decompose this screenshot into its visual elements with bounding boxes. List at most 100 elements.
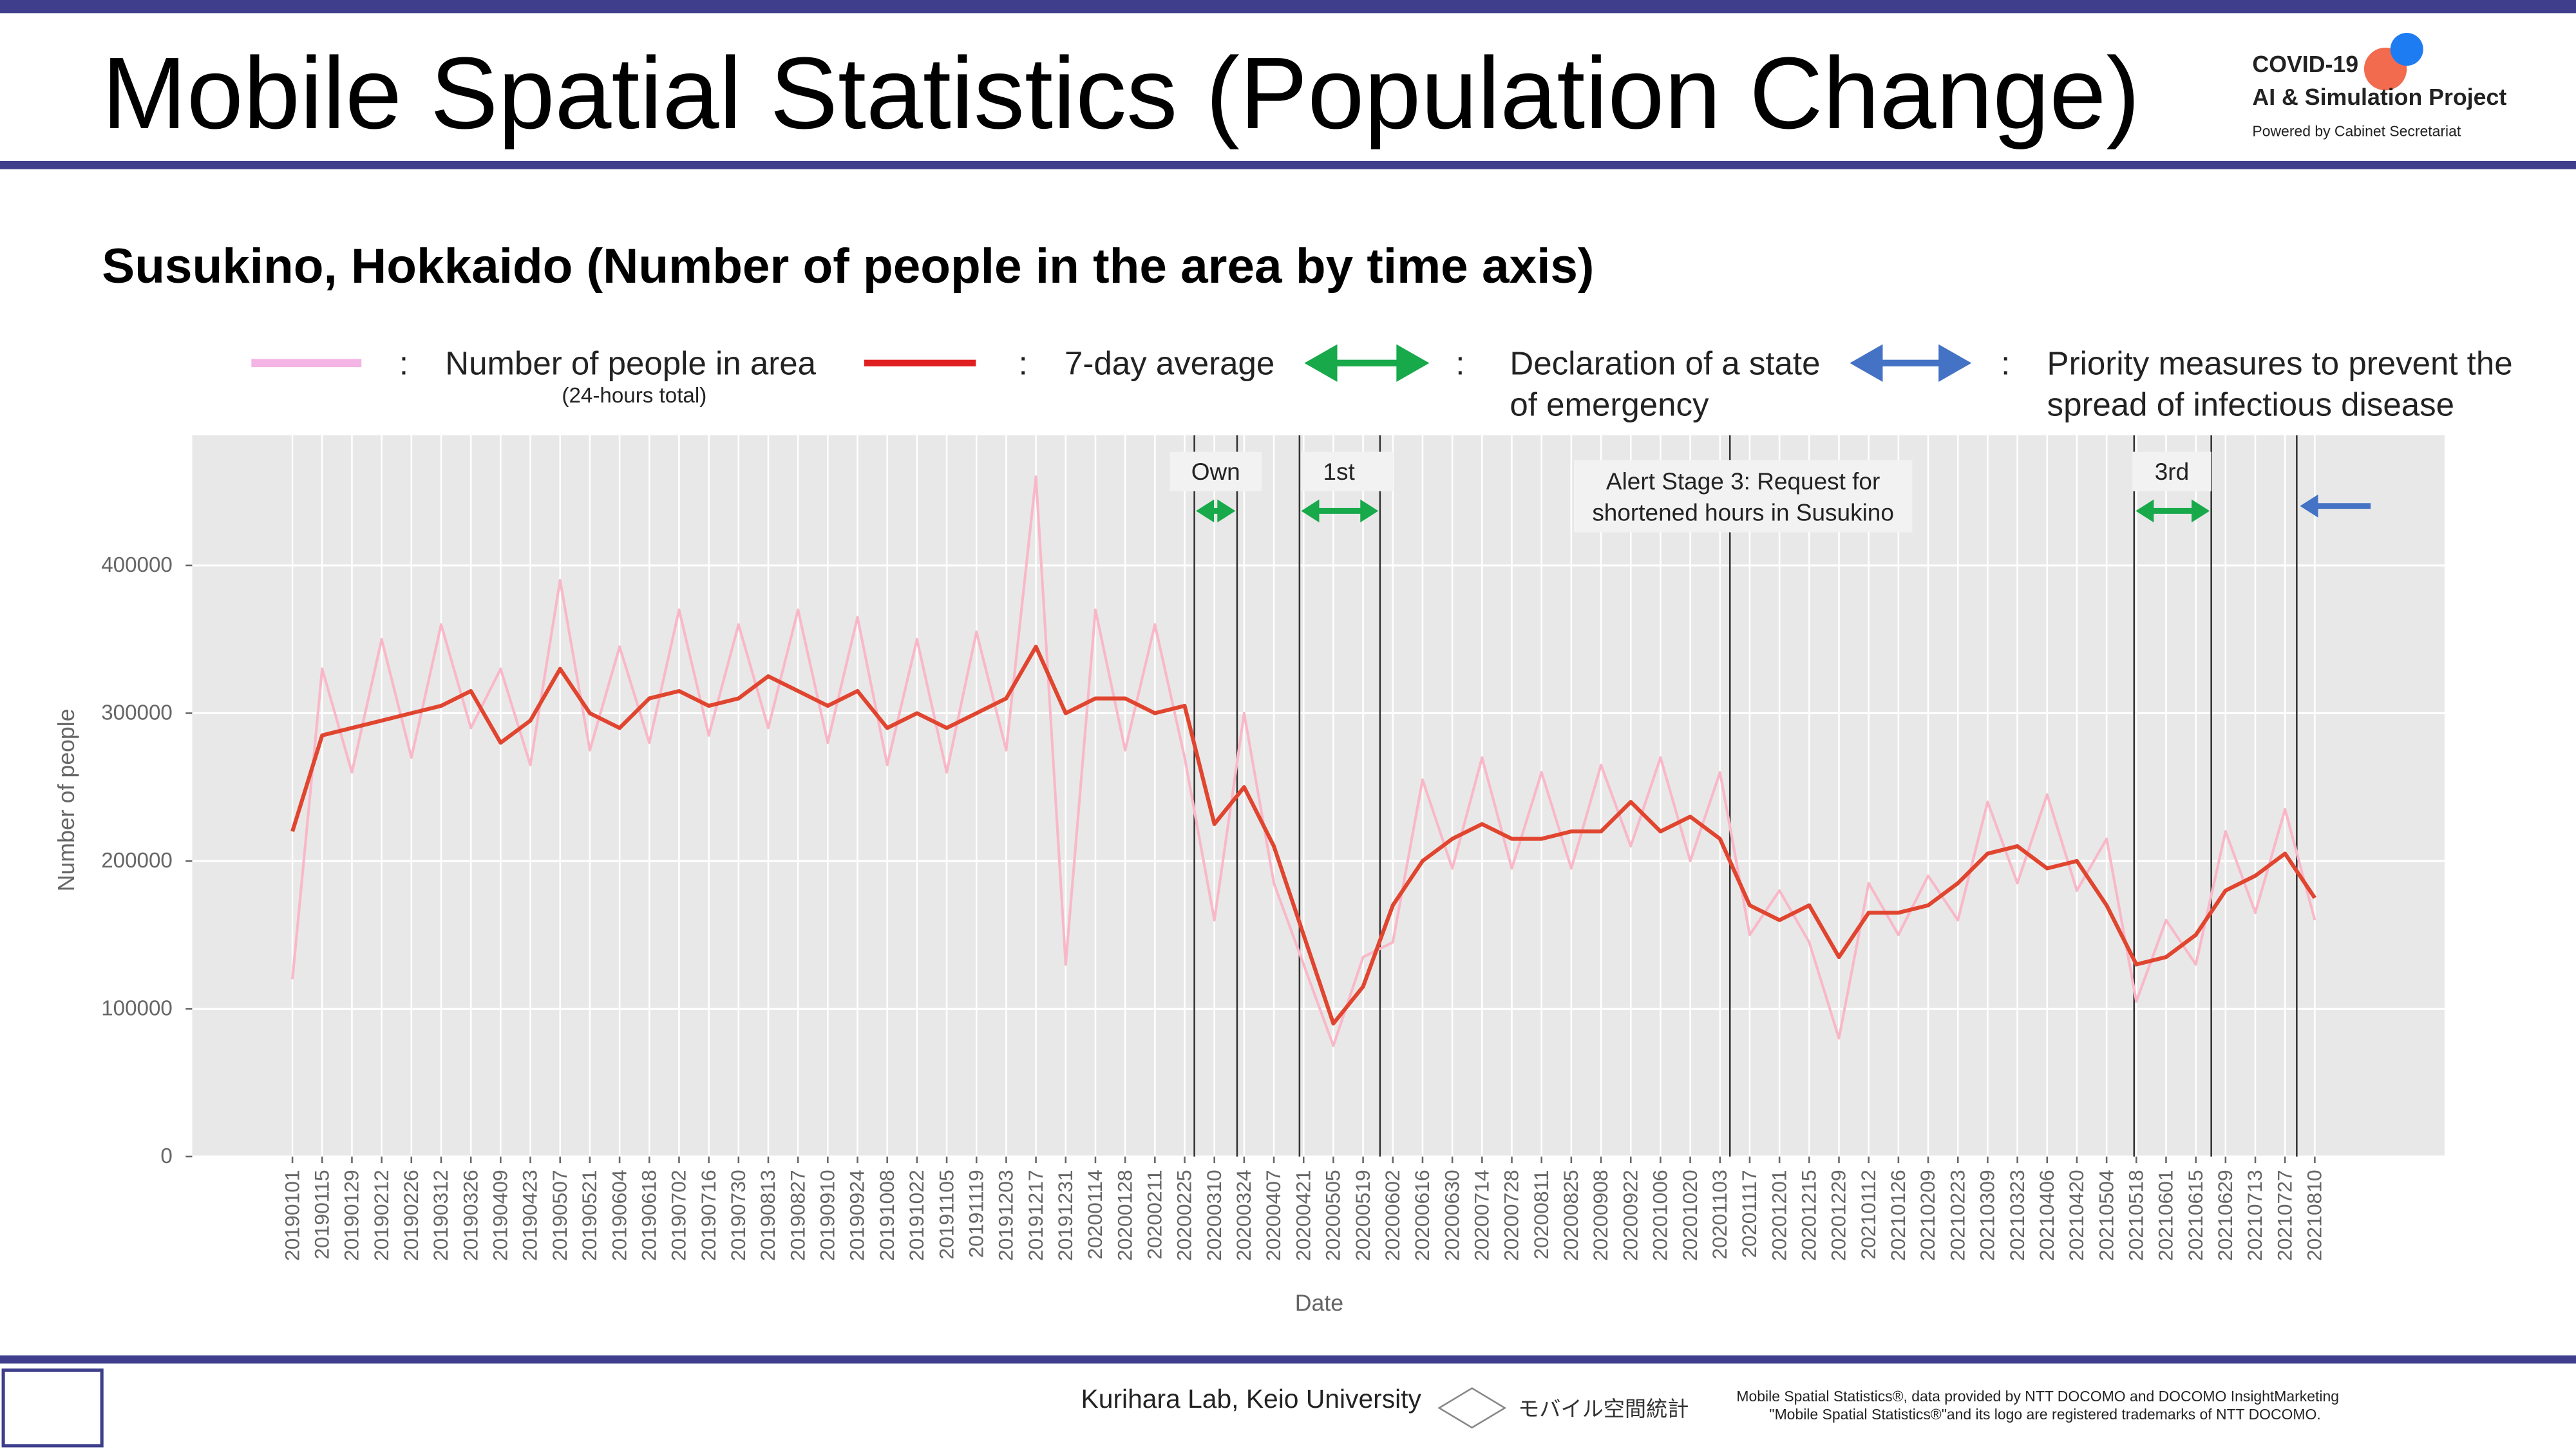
x-tick-label: 20190507 — [548, 1170, 571, 1261]
x-tick-label: 20190716 — [697, 1170, 720, 1261]
x-tick-label: 20190827 — [786, 1170, 809, 1261]
x-tick-label: 20190521 — [578, 1170, 601, 1261]
x-tick-label: 20210504 — [2094, 1170, 2117, 1261]
x-tick-label: 20190702 — [667, 1170, 690, 1261]
x-tick-label: 20190618 — [637, 1170, 660, 1261]
x-tick-label: 20200825 — [1559, 1170, 1582, 1261]
legend-label: of emergency — [1510, 386, 1709, 422]
x-tick-label: 20191231 — [1054, 1170, 1077, 1261]
footer-credit: Mobile Spatial Statistics®, data provide… — [1736, 1388, 2339, 1405]
x-tick-label: 20210209 — [1916, 1170, 1939, 1261]
x-tick-label: 20200602 — [1381, 1170, 1404, 1261]
x-tick-label: 20200211 — [1143, 1170, 1166, 1259]
x-tick-label: 20191203 — [994, 1170, 1018, 1261]
x-tick-label: 20210420 — [2065, 1170, 2088, 1261]
x-tick-label: 20201020 — [1678, 1170, 1701, 1261]
x-tick-label: 20200908 — [1589, 1170, 1612, 1261]
x-tick-label: 20210615 — [2184, 1170, 2207, 1261]
x-tick-label: 20200407 — [1262, 1170, 1285, 1261]
y-tick-label: 100000 — [101, 997, 173, 1021]
x-tick-label: 20200728 — [1500, 1170, 1523, 1261]
event-arrowhead — [2136, 499, 2154, 523]
annotation-box — [2132, 451, 2211, 491]
event-arrowhead — [1301, 499, 1320, 523]
event-arrowhead — [1196, 499, 1215, 523]
footer-bar — [0, 1355, 2576, 1364]
x-tick-label: 20200922 — [1618, 1170, 1642, 1261]
x-tick-label: 20200519 — [1351, 1170, 1374, 1261]
legend-label: spread of infectious disease — [2047, 386, 2454, 422]
x-tick-label: 20200421 — [1291, 1170, 1314, 1261]
annotation: shortened hours in Susukino — [1592, 500, 1894, 526]
x-axis-label: Date — [1295, 1291, 1343, 1316]
x-tick-label: 20191217 — [1024, 1170, 1047, 1261]
x-tick-label: 20190115 — [310, 1170, 333, 1259]
x-tick-label: 20210323 — [2005, 1170, 2029, 1261]
x-tick-label: 20190910 — [816, 1170, 839, 1261]
annotation: Own — [1191, 459, 1240, 485]
legend-note: (24-hours total) — [562, 384, 706, 408]
x-tick-label: 20190212 — [370, 1170, 393, 1261]
x-tick-label: 20200505 — [1321, 1170, 1345, 1261]
y-tick-label: 200000 — [101, 849, 173, 873]
x-tick-label: 20191008 — [875, 1170, 898, 1261]
x-tick-label: 20190604 — [607, 1170, 630, 1261]
slide-title: Mobile Spatial Statistics (Population Ch… — [102, 36, 2140, 150]
x-tick-label: 20210112 — [1857, 1170, 1880, 1259]
x-tick-label: 20210601 — [2154, 1170, 2177, 1261]
x-tick-label: 20190326 — [459, 1170, 482, 1261]
x-tick-label: 20191105 — [934, 1170, 958, 1259]
legend-label: 7-day average — [1065, 345, 1274, 382]
legend-colon: : — [1019, 345, 1028, 382]
top-bar — [0, 0, 2576, 14]
legend-arrow — [1304, 344, 1430, 382]
legend-label: Number of people in area — [445, 345, 816, 382]
annotation-box — [1573, 460, 1913, 533]
brand-logo — [1437, 1387, 1507, 1429]
plot: 0 100000 200000 300000 400000 20190101 2019011… — [101, 435, 2445, 1261]
x-tick-label: 20200114 — [1083, 1170, 1106, 1259]
x-tick-label: 20200616 — [1410, 1170, 1434, 1261]
x-tick-label: 20190730 — [726, 1170, 750, 1261]
x-tick-label: 20190312 — [429, 1170, 452, 1261]
x-tick-label: 20200324 — [1232, 1170, 1255, 1261]
lab-logo — [1, 1368, 104, 1448]
x-tick-label: 20190423 — [518, 1170, 542, 1261]
y-axis-label: Number of people — [53, 708, 79, 891]
logo-text: AI & Simulation Project — [2252, 84, 2506, 110]
x-tick-label: 20200714 — [1470, 1170, 1493, 1261]
x-tick-label: 20210713 — [2243, 1170, 2266, 1261]
legend-colon: : — [399, 345, 408, 382]
subtitle: Susukino, Hokkaido (Number of people in … — [102, 239, 1594, 294]
legend-colon: : — [2001, 345, 2010, 382]
footer-credit: "Mobile Spatial Statistics®"and its logo… — [1769, 1406, 2320, 1423]
y-tick-label: 0 — [160, 1144, 172, 1168]
x-tick-label: 20210406 — [2035, 1170, 2058, 1261]
x-tick-label: 20190226 — [399, 1170, 422, 1261]
x-tick-label: 20190813 — [756, 1170, 779, 1261]
x-tick-label: 20210223 — [1946, 1170, 1969, 1261]
x-tick-label: 20210629 — [2213, 1170, 2237, 1261]
x-tick-label: 20190129 — [340, 1170, 363, 1261]
x-tick-label: 20200310 — [1202, 1170, 1226, 1261]
logo-text: Powered by Cabinet Secretariat — [2252, 123, 2461, 140]
event-arrowhead — [1217, 499, 1236, 523]
annotation: 1st — [1323, 459, 1354, 485]
x-tick-label: 20210727 — [2273, 1170, 2296, 1261]
event-arrowhead — [2300, 494, 2318, 518]
x-tick-label: 20210309 — [1976, 1170, 1999, 1261]
x-tick-label: 20201215 — [1797, 1170, 1821, 1261]
event-arrowhead — [1360, 499, 1379, 523]
x-tick-label: 20190101 — [280, 1170, 303, 1261]
x-tick-label: 20201201 — [1767, 1170, 1790, 1261]
annotation-box — [1301, 451, 1394, 491]
logo-text: COVID-19 — [2252, 52, 2358, 77]
x-tick-label: 20201103 — [1708, 1170, 1731, 1259]
y-tick-label: 400000 — [101, 553, 173, 577]
legend-label: Priority measures to prevent the — [2047, 345, 2513, 382]
annotation-box — [1170, 451, 1262, 491]
footer-brand: モバイル空間統計 — [1518, 1397, 1689, 1421]
event-arrowhead — [2192, 499, 2210, 523]
x-tick-label: 20190409 — [489, 1170, 512, 1261]
